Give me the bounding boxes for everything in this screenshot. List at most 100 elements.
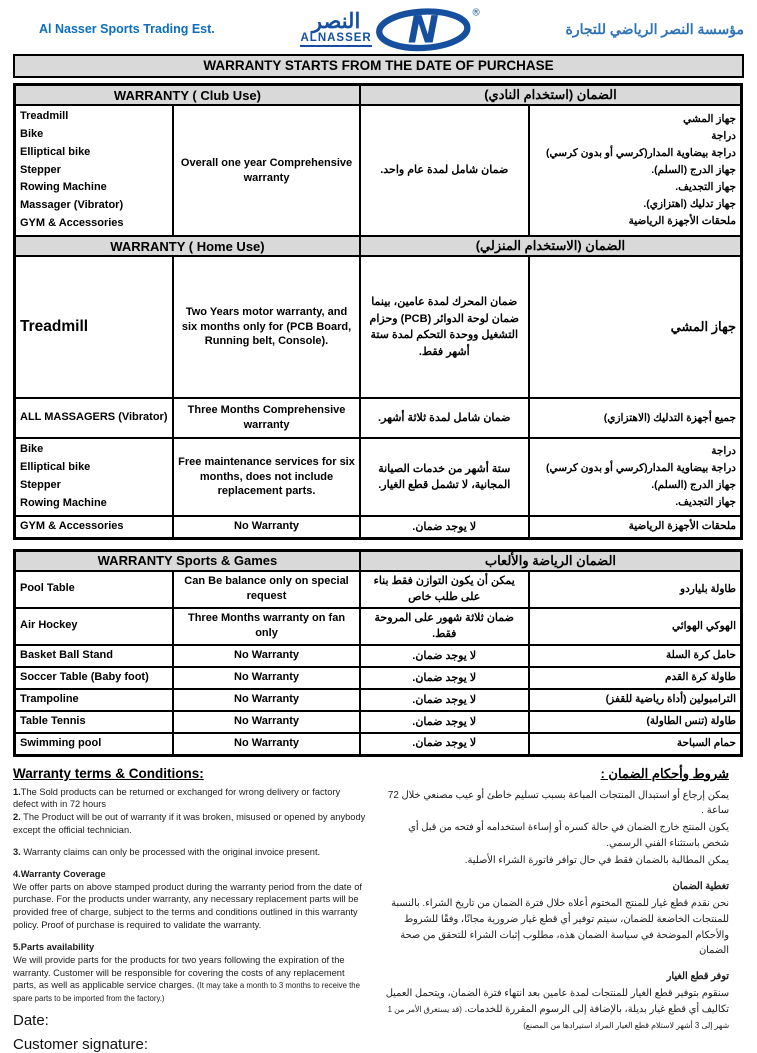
club-items-english: Treadmill Bike Elliptical bike Stepper R…	[13, 104, 175, 237]
home-row1-warranty-arabic: ضمان المحرك لمدة عامين، بينما ضمان لوحة …	[358, 255, 530, 399]
terms-en-item-1-number: 1.	[13, 786, 21, 797]
terms-en-parts-small-note: (It may take a month to 3 months to rece…	[13, 981, 360, 1004]
home-row2-items-arabic: جميع أجهزة التدليك (الاهتزازي)	[527, 397, 743, 439]
terms-en-parts-title: 5.Parts availability	[13, 941, 95, 952]
home-row3-warranty-arabic: ستة أشهر من خدمات الصيانة المجانية، لا ت…	[358, 437, 530, 517]
club-header-row: WARRANTY ( Club Use) الضمان (استخدام الن…	[13, 83, 743, 106]
logo-wordmark: النصر ALNASSER	[300, 9, 372, 48]
home-row2-warranty-english: Three Months Comprehensive warranty	[172, 397, 361, 439]
sports-row6-item-english: Table Tennis	[13, 709, 175, 734]
table-row: Pool Table Can Be balance only on specia…	[13, 569, 743, 609]
terms-en-parts-body-text: We will provide parts for the products f…	[13, 954, 345, 991]
home-title-arabic: الضمان (الاستخدام المنزلي)	[358, 235, 743, 257]
sports-row2-item-arabic: الهوكي الهوائي	[527, 606, 743, 646]
company-name-english: Al Nasser Sports Trading Est.	[39, 22, 215, 36]
sports-row3-item-arabic: حامل كرة السلة	[527, 643, 743, 668]
terms-en-item-1: 1.The Sold products can be returned or e…	[13, 786, 368, 812]
terms-en-item-2: 2. The Product will be out of warranty i…	[13, 811, 368, 837]
terms-ar-item-3: يمكن المطالبة بالضمان فقط في حال توافر ف…	[464, 855, 729, 867]
sports-row7-item-english: Swimming pool	[13, 731, 175, 757]
sports-row7-warranty-arabic: لا يوجد ضمان.	[358, 731, 530, 757]
sports-row6-warranty-arabic: لا يوجد ضمان.	[358, 709, 530, 734]
table-row: GYM & Accessories No Warranty لا يوجد ضم…	[13, 514, 743, 540]
warranty-document-page: Al Nasser Sports Trading Est. النصر ALNA…	[13, 6, 744, 1053]
home-row4-items-english: GYM & Accessories	[13, 514, 175, 540]
terms-ar-item-1: يمكن إرجاع أو استبدال المنتجات المباعة ب…	[387, 789, 729, 817]
terms-en-item-3-text: Warranty claims can only be processed wi…	[20, 846, 321, 857]
table-row: Bike Elliptical bike Stepper Rowing Mach…	[13, 437, 743, 517]
table-row: Swimming pool No Warranty لا يوجد ضمان. …	[13, 731, 743, 757]
company-name-arabic: مؤسسة النصر الرياضي للتجارة	[565, 20, 744, 37]
terms-en-item-1-text: The Sold products can be returned or exc…	[13, 786, 341, 810]
sports-row3-warranty-english: No Warranty	[172, 643, 361, 668]
sports-row3-item-english: Basket Ball Stand	[13, 643, 175, 668]
terms-ar-coverage-body: نحن نقدم قطع غيار للمنتج المختوم أعلاه خ…	[391, 897, 729, 957]
sports-title-arabic: الضمان الرياضة والألعاب	[358, 549, 743, 572]
terms-en-coverage-title: 4.Warranty Coverage	[13, 868, 106, 879]
home-row4-warranty-arabic: لا يوجد ضمان.	[358, 514, 530, 540]
club-and-home-warranty-table: WARRANTY ( Club Use) الضمان (استخدام الن…	[13, 83, 743, 540]
home-row3-items-english: Bike Elliptical bike Stepper Rowing Mach…	[13, 437, 175, 517]
date-label: Date:	[13, 1012, 49, 1030]
club-title-arabic: الضمان (استخدام النادي)	[358, 83, 743, 106]
sports-row2-warranty-arabic: ضمان ثلاثة شهور على المروحة فقط.	[358, 606, 530, 646]
sports-row4-warranty-arabic: لا يوجد ضمان.	[358, 665, 530, 690]
table-row: Trampoline No Warranty لا يوجد ضمان. الت…	[13, 687, 743, 712]
sports-row4-item-english: Soccer Table (Baby foot)	[13, 665, 175, 690]
terms-ar-heading: شروط وأحكام الضمان :	[600, 765, 729, 781]
sports-row5-item-english: Trampoline	[13, 687, 175, 712]
terms-section: Warranty terms & Conditions: 1.The Sold …	[13, 766, 744, 1053]
logo-latin-text: ALNASSER	[300, 32, 372, 48]
terms-arabic-column: شروط وأحكام الضمان : يمكن إرجاع أو استبد…	[382, 766, 729, 1053]
svg-text:®: ®	[471, 8, 480, 19]
customer-signature-label: Customer signature:	[13, 1036, 149, 1053]
home-row4-items-arabic: ملحقات الأجهزة الرياضية	[527, 514, 743, 540]
terms-en-item-3-number: 3.	[13, 846, 21, 857]
table-row: ALL MASSAGERS (Vibrator) Three Months Co…	[13, 397, 743, 439]
svg-text:N: N	[408, 8, 439, 51]
terms-ar-item-2: يكون المنتج خارج الضمان في حالة كسره أو …	[408, 822, 729, 850]
home-row3-warranty-english: Free maintenance services for six months…	[172, 437, 361, 517]
warranty-start-banner: WARRANTY STARTS FROM THE DATE OF PURCHAS…	[13, 54, 744, 78]
sports-row7-warranty-english: No Warranty	[172, 731, 361, 757]
club-items-arabic: جهاز المشي دراجة دراجة بيضاوية المدار(كر…	[527, 104, 743, 237]
company-logo: النصر ALNASSER N ®	[300, 6, 480, 52]
terms-en-item-2-number: 2.	[13, 812, 21, 823]
sports-row1-warranty-english: Can Be balance only on special request	[172, 569, 361, 609]
terms-en-parts-body: We will provide parts for the products f…	[13, 954, 368, 1005]
sports-title-english: WARRANTY Sports & Games	[13, 549, 361, 572]
sports-row4-warranty-english: No Warranty	[172, 665, 361, 690]
table-row: Basket Ball Stand No Warranty لا يوجد ضم…	[13, 643, 743, 668]
table-row: Treadmill Bike Elliptical bike Stepper R…	[13, 104, 743, 237]
sports-row1-warranty-arabic: يمكن أن يكون التوازن فقط بناء على طلب خا…	[358, 569, 530, 609]
table-row: Treadmill Two Years motor warranty, and …	[13, 255, 743, 399]
terms-english-column: Warranty terms & Conditions: 1.The Sold …	[13, 766, 368, 1053]
sports-row6-item-arabic: طاولة (تنس الطاولة)	[527, 709, 743, 734]
sports-row5-warranty-arabic: لا يوجد ضمان.	[358, 687, 530, 712]
home-row1-items-english: Treadmill	[13, 255, 175, 399]
club-title-english: WARRANTY ( Club Use)	[13, 83, 361, 106]
sports-games-warranty-table: WARRANTY Sports & Games الضمان الرياضة و…	[13, 548, 743, 757]
home-row2-items-english: ALL MASSAGERS (Vibrator)	[13, 397, 175, 439]
home-row4-warranty-english: No Warranty	[172, 514, 361, 540]
logo-arabic-text: النصر	[311, 9, 361, 33]
sports-row1-item-arabic: طاولة بلياردو	[527, 569, 743, 609]
terms-en-item-2-text: The Product will be out of warranty if i…	[13, 812, 366, 836]
terms-ar-parts-body: سنقوم بتوفير قطع الغيار للمنتجات لمدة عا…	[382, 986, 729, 1034]
terms-ar-parts-title: توفر قطع الغيار	[666, 971, 729, 983]
sports-header-row: WARRANTY Sports & Games الضمان الرياضة و…	[13, 549, 743, 572]
terms-en-heading: Warranty terms & Conditions:	[13, 765, 204, 781]
sports-row7-item-arabic: حمام السباحة	[527, 731, 743, 757]
sports-row2-warranty-english: Three Months warranty on fan only	[172, 606, 361, 646]
sports-row5-item-arabic: الترامبولين (أداة رياضية للقفز)	[527, 687, 743, 712]
nasser-emblem-icon: N ®	[375, 8, 480, 51]
document-header: Al Nasser Sports Trading Est. النصر ALNA…	[13, 6, 744, 52]
club-warranty-arabic: ضمان شامل لمدة عام واحد.	[358, 104, 530, 237]
sports-row6-warranty-english: No Warranty	[172, 709, 361, 734]
sports-row5-warranty-english: No Warranty	[172, 687, 361, 712]
home-row3-items-arabic: دراجة دراجة بيضاوية المدار(كرسي أو بدون …	[527, 437, 743, 517]
table-row: Table Tennis No Warranty لا يوجد ضمان. ط…	[13, 709, 743, 734]
home-header-row: WARRANTY ( Home Use) الضمان (الاستخدام ا…	[13, 235, 743, 257]
table-row: Soccer Table (Baby foot) No Warranty لا …	[13, 665, 743, 690]
home-row1-warranty-english: Two Years motor warranty, and six months…	[172, 255, 361, 399]
